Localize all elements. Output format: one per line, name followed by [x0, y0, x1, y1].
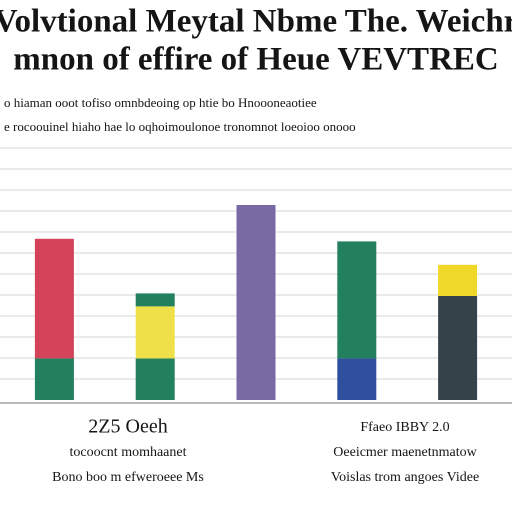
bar-segment — [34, 238, 74, 359]
bar-segment — [34, 358, 74, 400]
bar-segment — [236, 205, 276, 400]
subtitle: e rocoouinel hiaho hae lo oqhoimoulonoe … — [4, 119, 356, 134]
bar-segment — [135, 306, 175, 359]
note: Oeeicmer maenetnmatow — [333, 445, 477, 460]
note: tocoocnt momhaanet — [69, 445, 186, 460]
chart-title: mnon of effire of Heue VEVTREC — [13, 42, 499, 78]
note: Voislas trom angoes Videe — [331, 470, 479, 485]
bars — [34, 205, 478, 400]
bar-segment — [135, 293, 175, 307]
bar-segment — [438, 264, 478, 296]
bar-segment — [337, 241, 377, 359]
bar-segment — [438, 296, 478, 400]
bar-segment — [337, 358, 377, 400]
chart-title: Volvtional Meytal Nbme The. Weichr — [0, 4, 512, 40]
bar-segment — [135, 358, 175, 400]
note: 2Z5 Oeeh — [88, 416, 167, 438]
note: Bono boo m efweroeee Ms — [52, 470, 204, 485]
subtitle: o hiaman ooot tofiso omnbdeoing op htie … — [4, 95, 317, 110]
note: Ffaeo IBBY 2.0 — [360, 420, 449, 435]
